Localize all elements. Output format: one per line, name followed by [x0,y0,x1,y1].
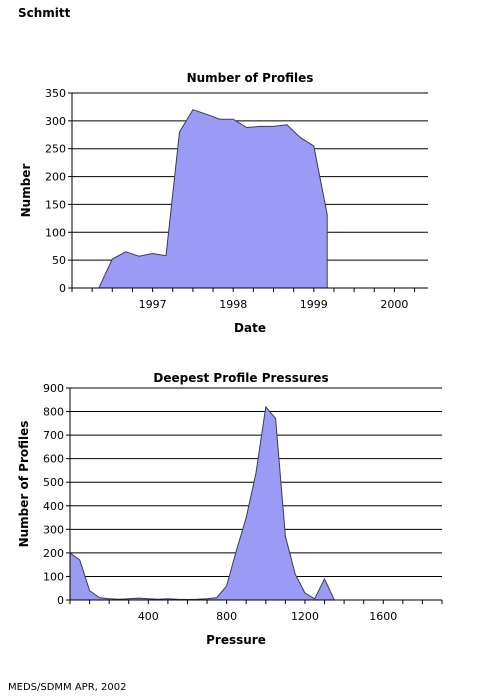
chart1-y-tick-label: 100 [45,226,66,239]
chart2-y-tick-label: 900 [43,382,64,395]
chart2-y-tick-label: 700 [43,429,64,442]
page-footer: MEDS/SDMM APR, 2002 [8,682,127,693]
chart1-x-axis-label: Date [234,321,266,335]
chart1-x-tick-label: 1998 [219,298,247,311]
chart1-y-tick-label: 50 [52,254,66,267]
chart1-y-tick-label: 250 [45,143,66,156]
chart2-x-axis-label: Pressure [206,633,266,647]
chart2-x-tick-label: 1600 [369,610,397,623]
chart2-y-tick-label: 600 [43,453,64,466]
chart2-title: Deepest Profile Pressures [153,371,328,385]
chart1-y-tick-label: 150 [45,198,66,211]
chart1-x-tick-label: 1999 [300,298,328,311]
chart1-y-tick-label: 200 [45,171,66,184]
chart1-y-tick-label: 350 [45,87,66,100]
chart2-y-tick-label: 400 [43,500,64,513]
chart1-x-tick-label: 1997 [139,298,167,311]
chart2-y-tick-label: 500 [43,476,64,489]
chart2-area-series [69,405,345,601]
chart2-x-tick-label: 400 [138,610,159,623]
chart2-y-tick-label: 100 [43,570,64,583]
page-header: Schmitt [18,6,71,20]
chart2-y-tick-label: 800 [43,406,64,419]
chart2-x-tick-label: 1200 [291,610,319,623]
chart2-y-tick-label: 0 [57,594,64,607]
chart1-title: Number of Profiles [187,71,314,85]
chart1-y-axis-label: Number [19,164,33,218]
chart2-x-tick-label: 800 [216,610,237,623]
chart2-y-tick-label: 200 [43,547,64,560]
chart1-area-series [85,109,328,289]
chart1-x-tick-label: 2000 [380,298,408,311]
chart1-y-tick-label: 0 [59,282,66,295]
chart2-y-tick-label: 300 [43,523,64,536]
chart1-y-tick-label: 300 [45,115,66,128]
chart2-y-axis-label: Number of Profiles [17,421,31,548]
